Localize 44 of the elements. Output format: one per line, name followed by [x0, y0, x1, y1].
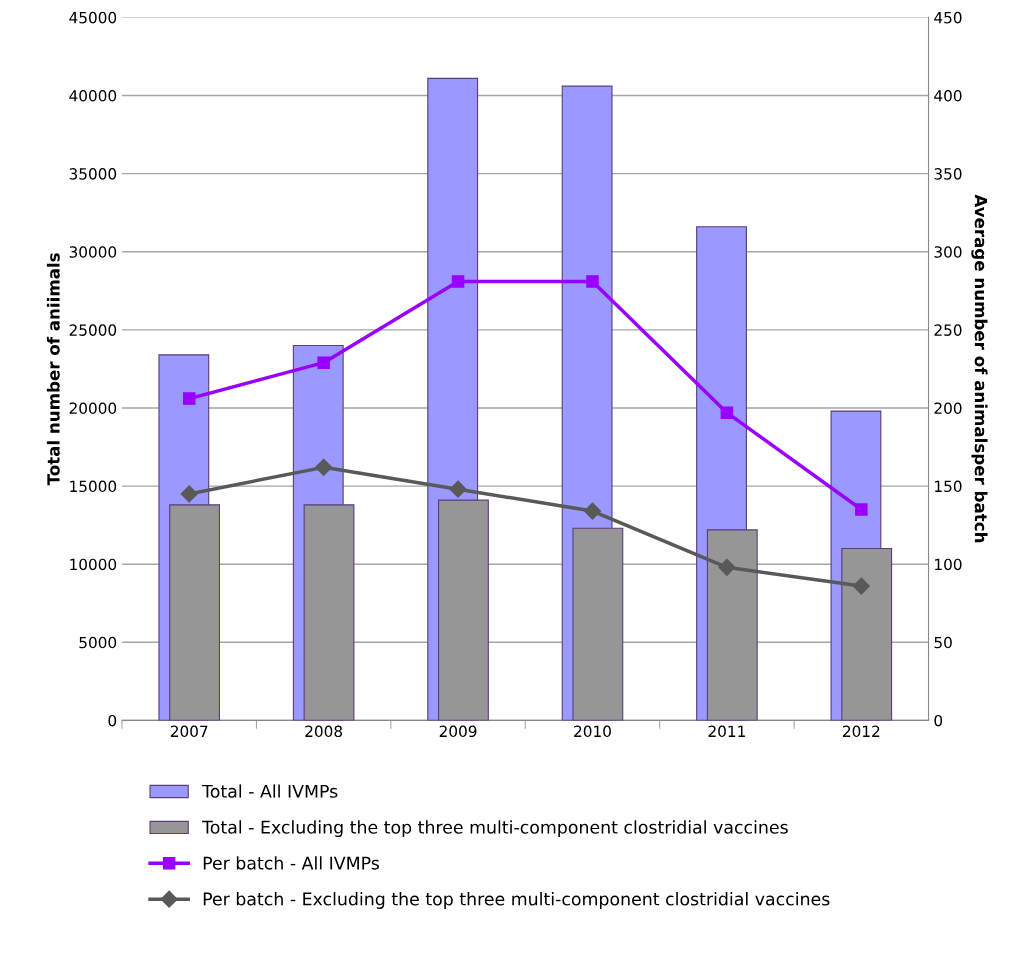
x-tick-label: 2008: [305, 725, 343, 738]
y2-tick-label: 100: [935, 558, 962, 571]
y2-tick-label: 0: [934, 714, 943, 727]
y-tick-label: 25000: [69, 324, 117, 336]
y-tick-label: 10000: [70, 558, 117, 571]
point: [451, 275, 465, 288]
point: [586, 275, 599, 288]
point: [317, 356, 330, 369]
y-tick-label: 40000: [69, 89, 117, 102]
legend-label: Total - Excluding the top three multi-component clostridial vaccines: [202, 820, 788, 838]
point: [852, 577, 870, 595]
y2-tick-label: 450: [934, 11, 962, 24]
point: [182, 392, 196, 405]
legend-label: Per batch - All IVMPs: [203, 856, 379, 870]
y-tick-label: 30000: [69, 246, 117, 258]
point: [180, 485, 198, 503]
legend-label: Per batch - Excluding the top three multi-component clostridial vaccines: [203, 892, 830, 909]
y2-tick-label: 350: [934, 168, 962, 180]
x-tick-label: 2010: [574, 725, 611, 738]
y2-tick-label: 250: [934, 324, 962, 336]
y2-tick-label: 400: [934, 89, 962, 102]
x-tick-label: 2011: [708, 725, 745, 738]
point: [855, 503, 868, 516]
y-axis-title: Total number of aniimals: [46, 253, 60, 486]
y-tick-label: 35000: [69, 168, 117, 180]
point: [449, 480, 467, 498]
point: [720, 406, 734, 419]
y-tick-label: 0: [108, 714, 117, 727]
x-tick-label: 2007: [170, 725, 208, 738]
y-tick-label: 15000: [70, 480, 117, 493]
point: [315, 458, 333, 476]
y-tick-label: 45000: [69, 11, 117, 24]
y-tick-label: 20000: [69, 402, 117, 414]
point: [718, 558, 736, 576]
y2-tick-label: 300: [934, 246, 962, 258]
legend-label: Total - All IVMPs: [202, 784, 338, 798]
y2-tick-label: 200: [934, 402, 962, 414]
y2-tick-label: 50: [934, 636, 952, 649]
y2-tick-label: 150: [935, 480, 962, 493]
point: [583, 502, 602, 520]
y-tick-label: 5000: [79, 636, 117, 649]
x-tick-label: 2009: [439, 725, 477, 738]
x-tick-label: 2012: [843, 725, 880, 738]
y2-axis-title: Average number of animalsper batch: [971, 194, 988, 543]
